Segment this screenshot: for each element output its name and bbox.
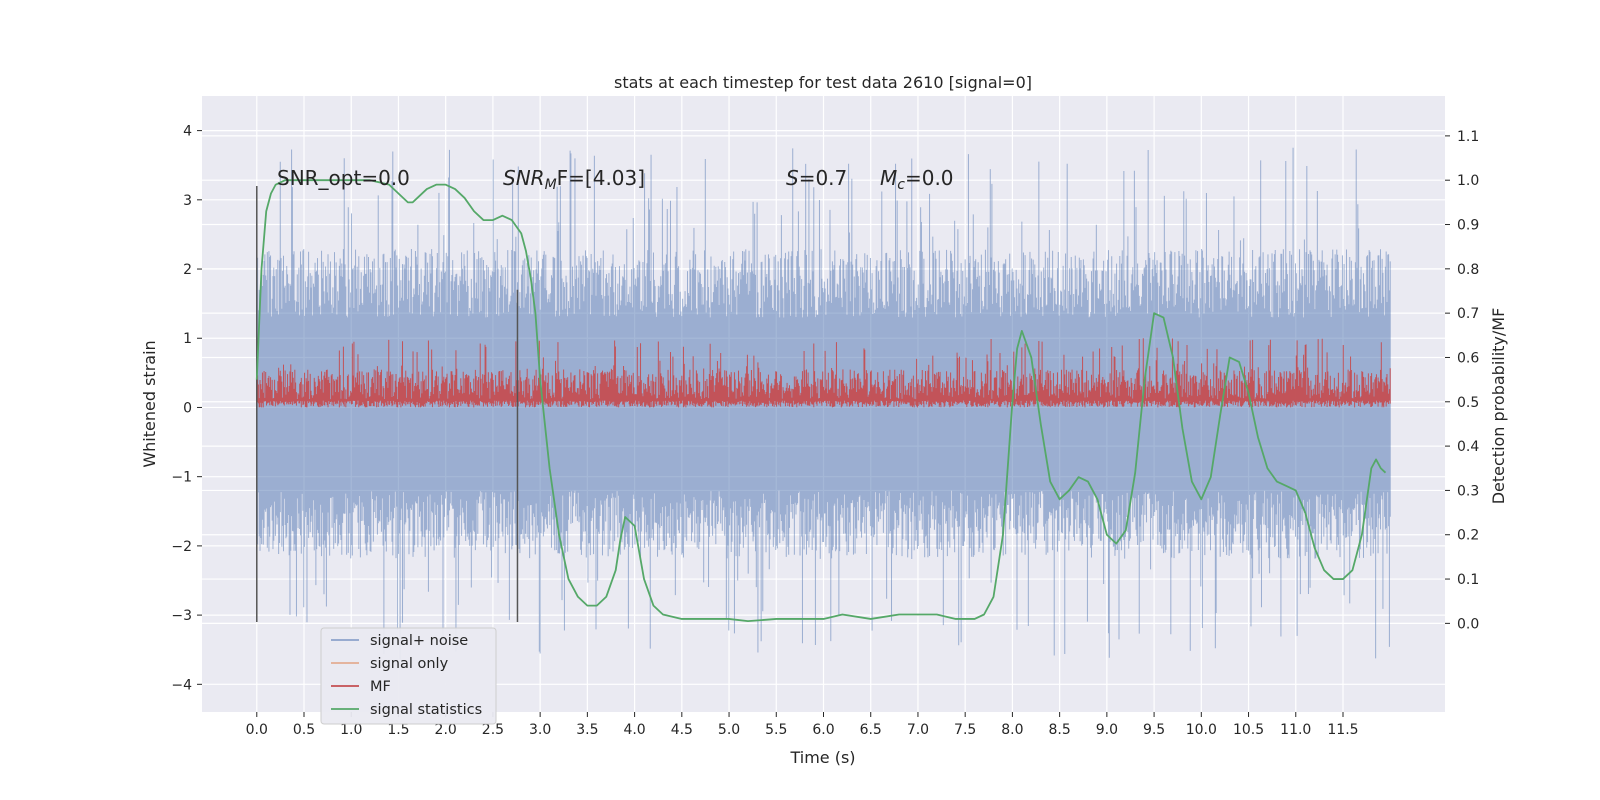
y-left-tick-label: −4 xyxy=(171,677,192,693)
x-tick-label: 4.0 xyxy=(623,722,645,738)
legend-box xyxy=(320,627,497,725)
y-right-tick-label: 0.8 xyxy=(1457,262,1479,278)
y-right-tick-label: 0.6 xyxy=(1457,350,1479,366)
y-left-tick-label: 1 xyxy=(183,331,192,347)
legend-label-signal-statistics: signal statistics xyxy=(370,702,482,718)
x-tick-label: 0.0 xyxy=(246,722,268,738)
y-right-axis-ticks: 1.1 1.0 0.9 0.8 0.7 0.6 0.5 0.4 0.3 0.2 0.1 0.0 xyxy=(1445,129,1479,632)
y-left-tick-label: −3 xyxy=(171,608,192,624)
x-tick-label: 0.5 xyxy=(293,722,315,738)
y-left-axis-ticks: 4 3 2 1 0 −1 −2 −3 −4 xyxy=(171,124,202,693)
legend-label-signal-noise: signal+ noise xyxy=(370,633,468,649)
x-tick-label: 3.5 xyxy=(576,722,598,738)
y-right-tick-label: 0.7 xyxy=(1457,306,1479,322)
x-tick-label: 1.0 xyxy=(340,722,362,738)
annotation-s: S=0.7 xyxy=(786,166,847,190)
annotation-snr-mf-tail: F=[4.03] xyxy=(557,166,645,190)
y-right-tick-label: 1.0 xyxy=(1457,173,1479,189)
x-tick-label: 10.5 xyxy=(1233,722,1264,738)
series-signal-statistics-layer xyxy=(255,179,1387,623)
x-tick-label: 9.0 xyxy=(1096,722,1118,738)
y-right-tick-label: 0.1 xyxy=(1457,572,1479,588)
y-right-tick-label: 0.5 xyxy=(1457,395,1479,411)
y-right-tick-label: 0.3 xyxy=(1457,483,1479,499)
x-tick-label: 4.5 xyxy=(671,722,693,738)
x-tick-label: 8.0 xyxy=(1001,722,1023,738)
y-left-tick-label: 3 xyxy=(183,193,192,209)
annotation-snr-mf: SNRMF=[4.03] xyxy=(503,166,645,193)
y-left-tick-label: 0 xyxy=(183,400,192,416)
x-tick-label: 10.0 xyxy=(1186,722,1217,738)
vertical-lines xyxy=(256,185,519,623)
annotation-snr-mf-label: SNR xyxy=(503,166,545,190)
y-right-tick-label: 0.0 xyxy=(1457,616,1479,632)
x-tick-label: 11.0 xyxy=(1280,722,1311,738)
chart-title: stats at each timestep for test data 261… xyxy=(614,73,1032,92)
x-tick-label: 7.0 xyxy=(907,722,929,738)
x-tick-label: 11.5 xyxy=(1327,722,1358,738)
annotation-mc-value: =0.0 xyxy=(905,166,954,190)
x-axis-ticks: 0.0 0.5 1.0 1.5 2.0 2.5 3.0 3.5 4.0 4.5 5.0 5.5 6.0 6… xyxy=(246,712,1359,738)
y-right-tick-label: 0.4 xyxy=(1457,439,1479,455)
x-tick-label: 9.5 xyxy=(1143,722,1165,738)
legend-label-signal-only: signal only xyxy=(370,656,449,672)
x-tick-label: 2.5 xyxy=(482,722,504,738)
y-right-tick-label: 0.2 xyxy=(1457,528,1479,544)
x-tick-label: 1.5 xyxy=(387,722,409,738)
annotation-mc: Mc=0.0 xyxy=(880,166,954,193)
x-tick-label: 7.5 xyxy=(954,722,976,738)
x-tick-label: 5.5 xyxy=(765,722,787,738)
y-left-tick-label: −2 xyxy=(171,539,192,555)
annotation-mc-label: M xyxy=(880,166,897,190)
x-tick-label: 6.0 xyxy=(812,722,834,738)
y-right-tick-label: 0.9 xyxy=(1457,218,1479,234)
annotation-s-value: =0.7 xyxy=(799,166,848,190)
y-left-axis-label: Whitened strain xyxy=(140,340,159,467)
x-tick-label: 3.0 xyxy=(529,722,551,738)
annotation-snr-mf-sub: M xyxy=(545,177,557,193)
x-axis-label: Time (s) xyxy=(789,748,855,767)
annotation-s-label: S xyxy=(786,166,799,190)
x-tick-label: 2.0 xyxy=(435,722,457,738)
y-right-tick-label: 1.1 xyxy=(1457,129,1479,145)
y-left-tick-label: −1 xyxy=(171,470,192,486)
signal-statistics-line xyxy=(255,179,1387,623)
y-left-tick-label: 2 xyxy=(183,262,192,278)
x-tick-label: 5.0 xyxy=(718,722,740,738)
annotation-mc-sub: c xyxy=(897,177,905,193)
legend-label-mf: MF xyxy=(370,679,391,695)
x-tick-label: 6.5 xyxy=(860,722,882,738)
annotation-snr-opt: SNR_opt=0.0 xyxy=(277,166,410,190)
x-tick-label: 8.5 xyxy=(1048,722,1070,738)
y-left-tick-label: 4 xyxy=(183,124,192,140)
y-right-axis-label: Detection probability/MF xyxy=(1489,308,1508,505)
legend: signal+ noise signal only MF signal stat… xyxy=(320,627,497,725)
